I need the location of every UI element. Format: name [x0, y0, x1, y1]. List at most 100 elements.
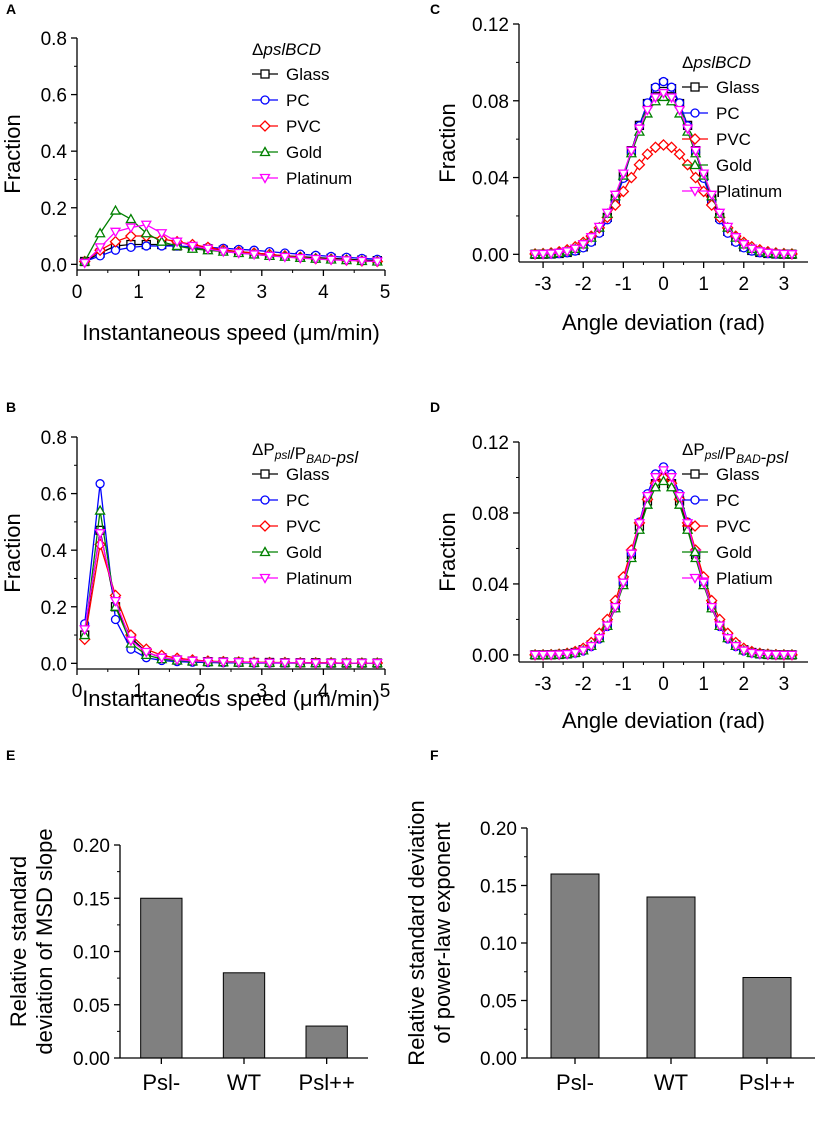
y-axis-label: Fraction — [435, 103, 460, 182]
y-tick-label: 0.6 — [41, 485, 67, 506]
data-point — [171, 237, 183, 248]
data-point — [95, 479, 105, 489]
data-point — [649, 473, 662, 484]
series-pvc — [78, 538, 384, 669]
y-axis-label-line1: Relative standard — [6, 856, 31, 1027]
data-point — [593, 634, 605, 645]
data-point — [109, 204, 122, 215]
series-line — [535, 80, 792, 255]
series-line — [535, 96, 792, 255]
data-point — [633, 519, 646, 530]
series-line — [535, 480, 792, 656]
legend-title-part: psl — [274, 448, 291, 462]
legend-title-part: psl — [335, 448, 359, 467]
legend-marker — [690, 82, 700, 92]
data-point — [738, 240, 750, 251]
x-tick-label: Psl++ — [299, 1070, 355, 1095]
legend-title-part: psl — [765, 448, 789, 467]
series-line — [535, 469, 792, 656]
data-point — [140, 647, 152, 658]
data-point — [577, 240, 589, 251]
legend-label: Gold — [716, 543, 752, 562]
panel-letter: A — [6, 1, 16, 17]
legend-marker — [260, 495, 270, 505]
x-tick-label: Psl- — [556, 1070, 594, 1095]
panel-c: C 0.00 0.04 0.08 0.12 -3 -2 -1 0 1 2 3 Angle deviati… — [430, 1, 808, 335]
data-point — [641, 148, 654, 161]
legend-title: ΔpslBCD — [682, 53, 751, 72]
y-tick-label: 0.15 — [480, 877, 517, 898]
data-point — [340, 658, 353, 669]
data-point — [689, 171, 702, 184]
x-tick-label: -2 — [575, 274, 592, 295]
legend-label: Platinum — [286, 569, 352, 588]
legend-title-part: BAD — [306, 452, 331, 466]
y-tick-label: 0.00 — [480, 1049, 517, 1070]
legend-marker — [690, 495, 700, 505]
data-point — [279, 658, 291, 669]
data-point — [786, 250, 798, 261]
series-glass — [530, 472, 797, 660]
bar-psl — [742, 977, 792, 1059]
bar-wt — [646, 896, 696, 1059]
series-line — [535, 476, 792, 656]
data-point — [625, 146, 638, 157]
legend-marker — [259, 573, 271, 584]
data-point — [124, 230, 137, 242]
legend-label: Gold — [716, 156, 752, 175]
data-point — [140, 220, 152, 231]
y-tick-label: 0.10 — [480, 934, 517, 955]
data-point — [665, 141, 678, 154]
x-tick-label: 3 — [779, 674, 790, 695]
y-axis-label-line2: of power-law exponent — [430, 822, 455, 1043]
data-point — [141, 241, 151, 251]
data-point — [689, 146, 702, 157]
y-tick-label: 0.2 — [41, 598, 67, 619]
legend-label: Gold — [286, 543, 322, 562]
legend-label: Glass — [286, 465, 329, 484]
legend-label: PVC — [286, 117, 321, 136]
data-point — [294, 658, 306, 669]
x-tick-label: 2 — [738, 274, 749, 295]
data-point — [754, 649, 766, 660]
data-point — [730, 233, 742, 244]
x-tick-label: 1 — [698, 274, 709, 295]
legend-label: Glass — [716, 465, 759, 484]
data-point — [609, 190, 621, 201]
x-tick-label: 3 — [779, 274, 790, 295]
data-point — [140, 227, 152, 238]
series-platinum — [79, 529, 383, 669]
panel-letter: C — [430, 1, 440, 17]
x-tick-label: 4 — [318, 282, 329, 303]
data-point — [186, 656, 199, 667]
data-point — [233, 248, 245, 259]
legend-marker — [690, 108, 700, 118]
x-tick-label: 0 — [72, 282, 83, 303]
data-point — [156, 229, 168, 240]
x-tick-label: 1 — [133, 681, 144, 702]
legend-label: Glass — [286, 65, 329, 84]
y-tick-label: 0.12 — [472, 433, 509, 454]
legend-label: PVC — [716, 130, 751, 149]
x-tick-label: Psl- — [142, 1070, 180, 1095]
series-glass — [80, 525, 382, 668]
data-point — [681, 519, 694, 530]
data-point — [109, 227, 122, 238]
y-tick-label: 0.12 — [472, 15, 509, 36]
data-point — [156, 653, 168, 664]
data-point — [79, 258, 91, 269]
y-tick-label: 0.10 — [73, 943, 110, 964]
data-point — [217, 657, 229, 668]
x-tick-label: 2 — [195, 681, 206, 702]
legend-title-part: psl — [704, 448, 721, 462]
legend-marker — [689, 520, 701, 532]
y-tick-label: 0.04 — [472, 575, 509, 596]
data-point — [545, 249, 557, 260]
data-point — [633, 124, 646, 135]
x-tick-label: 0 — [658, 674, 669, 695]
data-point — [577, 646, 589, 657]
panel-letter: B — [6, 399, 16, 415]
series-glass — [80, 239, 382, 267]
series-pc — [530, 462, 797, 660]
data-point — [617, 578, 629, 589]
